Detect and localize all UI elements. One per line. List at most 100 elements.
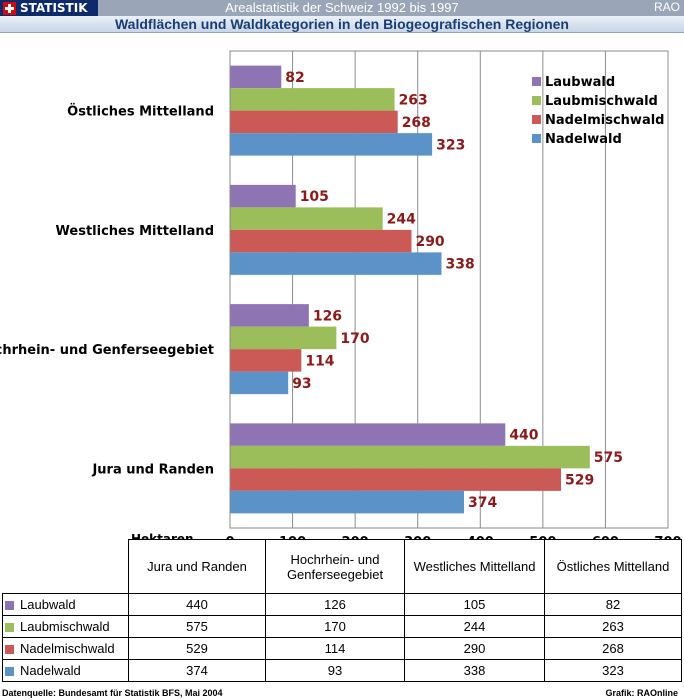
table-cell: 575 xyxy=(128,615,266,638)
column-header: Östliches Mittelland xyxy=(544,539,682,594)
x-tick-label: 0 xyxy=(225,535,234,539)
row-label: Laubwald xyxy=(20,597,76,612)
bar xyxy=(230,133,433,156)
table-cell: 170 xyxy=(265,615,405,638)
data-label: 323 xyxy=(436,137,465,153)
legend-swatch xyxy=(532,134,541,143)
graphic-credit: Grafik: RAOnline xyxy=(605,688,678,698)
data-table: Jura und Randen Hochrhein- und Genferseeg… xyxy=(2,539,682,682)
x-tick-label: 400 xyxy=(467,535,494,539)
table-cell: 374 xyxy=(128,659,266,682)
x-axis-label: Hektaren xyxy=(131,532,194,539)
category-label: Hochrhein- und Genferseegebiet xyxy=(0,343,214,358)
data-label: 268 xyxy=(402,115,431,131)
subtitle-bar xyxy=(0,16,684,33)
top-bar xyxy=(0,0,684,16)
column-header: Westliches Mittelland xyxy=(404,539,545,594)
data-label: 575 xyxy=(594,450,623,466)
row-label: Laubmischwald xyxy=(20,619,110,634)
legend-label: Laubmischwald xyxy=(545,94,658,109)
data-label: 126 xyxy=(313,308,342,324)
bar xyxy=(230,490,465,514)
category-label: Jura und Randen xyxy=(91,462,214,477)
table-row: Laubwald 440 126 105 82 xyxy=(2,593,682,616)
table-row: Nadelmischwald 529 114 290 268 xyxy=(2,637,682,660)
corner-label: RAO xyxy=(653,0,680,14)
x-tick-label: 300 xyxy=(404,535,431,539)
table-cell: 126 xyxy=(265,593,405,616)
x-tick-label: 500 xyxy=(529,535,556,539)
data-label: 529 xyxy=(565,473,594,489)
data-label: 93 xyxy=(292,376,311,392)
table-cell: 290 xyxy=(404,637,545,660)
legend-key-icon xyxy=(5,667,14,677)
row-header: Laubmischwald xyxy=(2,615,129,638)
brand-label: STATISTIK xyxy=(20,1,88,15)
table-cell: 440 xyxy=(128,593,266,616)
swiss-cross-icon xyxy=(3,1,16,15)
table-cell: 529 xyxy=(128,637,266,660)
bar xyxy=(230,65,282,89)
legend-label: Nadelmischwald xyxy=(545,113,664,128)
bar xyxy=(230,184,296,208)
data-source: Datenquelle: Bundesamt für Statistik BFS… xyxy=(2,688,223,698)
table-cell: 82 xyxy=(544,593,682,616)
legend-key-icon xyxy=(5,601,14,611)
bar xyxy=(230,371,289,395)
data-label: 440 xyxy=(509,428,538,444)
data-label: 244 xyxy=(387,212,416,228)
table-cell: 93 xyxy=(265,659,405,682)
legend-key-icon xyxy=(5,623,14,633)
row-header: Nadelwald xyxy=(2,659,129,682)
legend-label: Nadelwald xyxy=(545,132,622,147)
legend-swatch xyxy=(532,77,541,86)
data-label: 170 xyxy=(340,331,369,347)
table-cell: 244 xyxy=(404,615,545,638)
bar xyxy=(230,110,398,134)
table-cell: 105 xyxy=(404,593,545,616)
row-label: Nadelwald xyxy=(20,663,81,678)
brand-logo: STATISTIK xyxy=(0,0,98,16)
table-cell: 114 xyxy=(265,637,405,660)
table-row: Nadelwald 374 93 338 323 xyxy=(2,659,682,682)
bar xyxy=(230,349,302,372)
data-label: 105 xyxy=(300,189,329,205)
data-label: 114 xyxy=(305,353,334,369)
x-tick-label: 100 xyxy=(279,535,306,539)
x-tick-label: 700 xyxy=(654,535,681,539)
bar xyxy=(230,468,562,491)
row-header: Nadelmischwald xyxy=(2,637,129,660)
legend-swatch xyxy=(532,96,541,105)
category-label: Westliches Mittelland xyxy=(56,224,214,239)
bar xyxy=(230,423,506,446)
data-label: 263 xyxy=(399,92,428,108)
bar xyxy=(230,326,337,350)
data-label: 290 xyxy=(415,234,444,250)
column-header: Jura und Randen xyxy=(128,539,266,594)
column-header: Hochrhein- und Genferseegebiet xyxy=(265,539,405,594)
bar xyxy=(230,88,395,111)
table-cell: 323 xyxy=(544,659,682,682)
bar xyxy=(230,304,309,327)
table-row: Laubmischwald 575 170 244 263 xyxy=(2,615,682,638)
chart-title: Waldflächen und Waldkategorien in den Bi… xyxy=(114,16,569,32)
row-header: Laubwald xyxy=(2,593,129,616)
row-label: Nadelmischwald xyxy=(20,641,115,656)
table-cell: 263 xyxy=(544,615,682,638)
bar xyxy=(230,445,590,469)
data-label: 374 xyxy=(468,495,497,511)
legend-swatch xyxy=(532,115,541,124)
bar xyxy=(230,252,442,275)
bar-chart: 82 263 268 323 Östliches Mittelland 105 244 290… xyxy=(0,50,682,539)
bar xyxy=(230,229,412,253)
x-tick-label: 200 xyxy=(342,535,369,539)
table-cell: 338 xyxy=(404,659,545,682)
page-title: Arealstatistik der Schweiz 1992 bis 1997 xyxy=(225,0,459,15)
legend-key-icon xyxy=(5,645,14,655)
data-label: 82 xyxy=(285,70,304,86)
table-cell: 268 xyxy=(544,637,682,660)
bar xyxy=(230,207,383,230)
table-corner xyxy=(2,539,129,594)
data-label: 338 xyxy=(445,257,474,273)
legend-label: Laubwald xyxy=(545,75,615,90)
